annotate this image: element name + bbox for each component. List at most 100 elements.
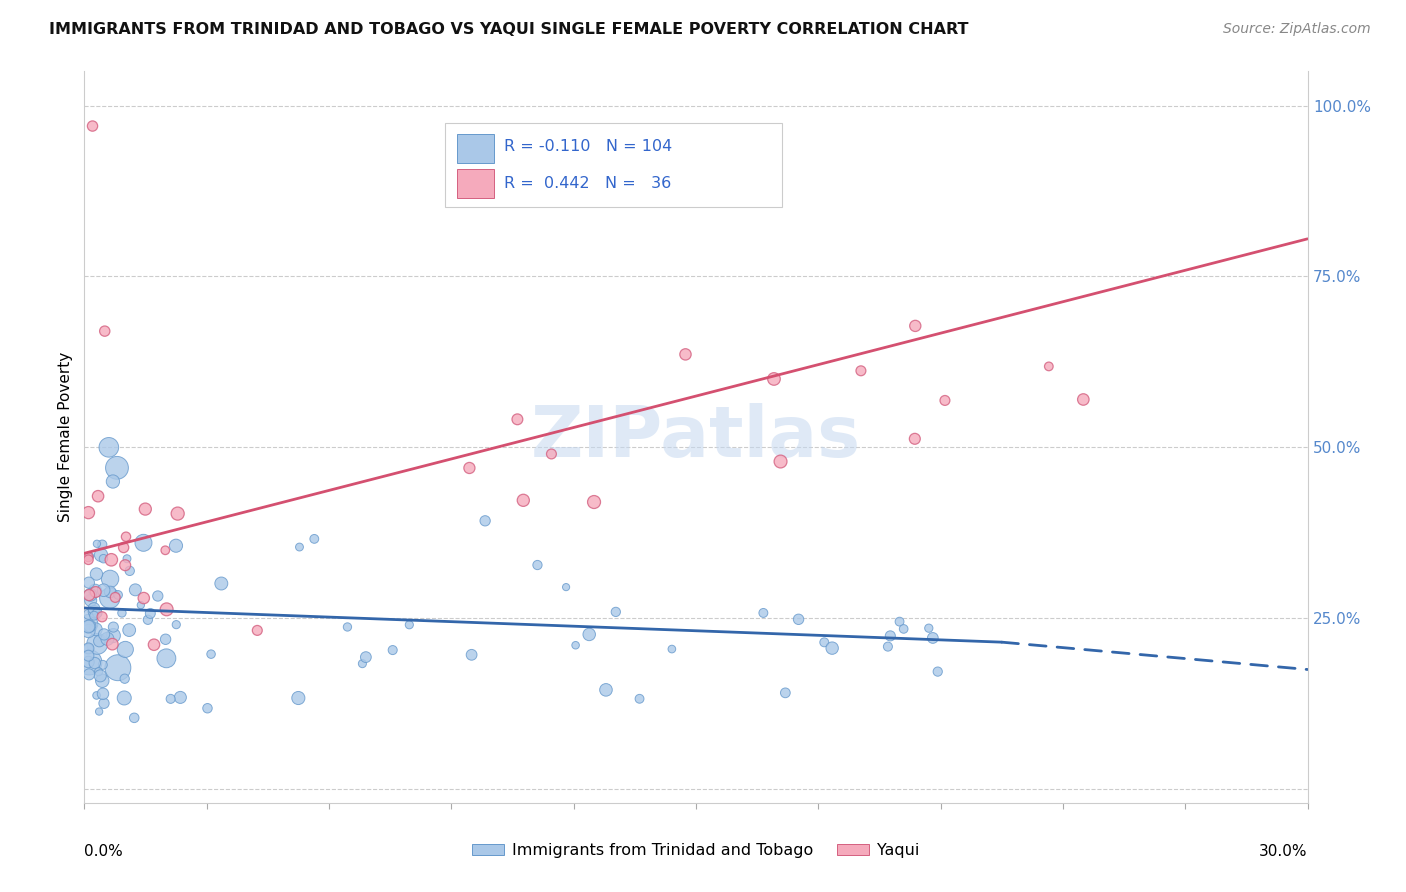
Point: [83, 601, 105, 615]
Point: [775, 686, 797, 700]
Point: [118, 623, 141, 637]
Point: [77, 655, 100, 669]
Point: [112, 541, 135, 555]
Point: [474, 514, 496, 528]
Point: [115, 551, 138, 566]
Point: [381, 643, 404, 657]
Point: [288, 540, 311, 554]
Point: [124, 582, 146, 597]
Point: [77, 607, 100, 622]
Point: [111, 606, 134, 620]
Point: [96, 632, 118, 646]
Point: [904, 432, 927, 446]
Point: [84, 585, 107, 599]
Point: [91, 538, 114, 552]
Point: [101, 637, 124, 651]
Point: [77, 550, 100, 565]
Point: [98, 572, 121, 586]
Point: [77, 667, 100, 681]
Point: [91, 687, 114, 701]
Point: [79, 593, 101, 607]
Point: [354, 650, 377, 665]
Text: 30.0%: 30.0%: [1260, 844, 1308, 859]
Point: [107, 588, 129, 602]
Point: [287, 691, 309, 706]
Point: [79, 549, 101, 563]
Point: [77, 656, 100, 670]
Point: [458, 461, 481, 475]
Text: R =  0.442   N =   36: R = 0.442 N = 36: [503, 176, 671, 191]
Point: [98, 585, 121, 599]
Point: [89, 705, 111, 719]
Point: [114, 672, 136, 686]
Bar: [457, 169, 494, 198]
Point: [93, 583, 115, 598]
Point: [86, 637, 108, 651]
Point: [77, 506, 100, 520]
Point: [849, 364, 872, 378]
Point: [787, 612, 810, 626]
Point: [122, 711, 145, 725]
Point: [821, 641, 844, 656]
Point: [1073, 392, 1095, 407]
Point: [564, 638, 586, 652]
Point: [86, 606, 108, 620]
Point: [904, 318, 927, 333]
Point: [583, 495, 606, 509]
Point: [101, 475, 124, 489]
Point: [200, 647, 222, 661]
Text: R = -0.110   N = 104: R = -0.110 N = 104: [503, 139, 672, 154]
Point: [156, 602, 179, 616]
Point: [132, 591, 155, 605]
Point: [77, 641, 100, 656]
Point: [79, 588, 101, 602]
Point: [89, 634, 111, 648]
Point: [82, 119, 104, 133]
Point: [83, 605, 105, 619]
Point: [77, 588, 100, 602]
Text: ZIPatlas: ZIPatlas: [531, 402, 860, 472]
Point: [79, 619, 101, 633]
Point: [115, 530, 138, 544]
Text: 0.0%: 0.0%: [84, 844, 124, 859]
Point: [578, 627, 600, 641]
Point: [166, 507, 188, 521]
Point: [136, 613, 159, 627]
Point: [93, 551, 115, 566]
Point: [93, 696, 115, 710]
Point: [129, 598, 152, 612]
Point: [77, 553, 100, 567]
Point: [398, 617, 420, 632]
Point: [595, 682, 617, 697]
Point: [893, 622, 915, 636]
Point: [91, 657, 114, 672]
Point: [97, 440, 120, 454]
Point: [146, 589, 169, 603]
Point: [169, 690, 191, 705]
Point: [460, 648, 482, 662]
Point: [506, 412, 529, 426]
Point: [77, 641, 100, 656]
Point: [628, 691, 651, 706]
Point: [555, 580, 578, 594]
FancyBboxPatch shape: [446, 122, 782, 207]
Point: [762, 372, 785, 386]
Point: [84, 622, 107, 636]
Legend: Immigrants from Trinidad and Tobago, Yaqui: Immigrants from Trinidad and Tobago, Yaq…: [465, 837, 927, 864]
Point: [86, 689, 108, 703]
Point: [90, 548, 112, 562]
Point: [165, 617, 187, 632]
Point: [155, 651, 177, 665]
Point: [1038, 359, 1060, 374]
Point: [93, 324, 115, 338]
Point: [139, 607, 162, 621]
Point: [155, 632, 177, 647]
Point: [77, 619, 100, 633]
Point: [107, 661, 129, 675]
Point: [112, 690, 135, 705]
Point: [352, 657, 374, 671]
Point: [89, 669, 111, 683]
Point: [100, 553, 122, 567]
Point: [605, 605, 627, 619]
Point: [512, 493, 534, 508]
